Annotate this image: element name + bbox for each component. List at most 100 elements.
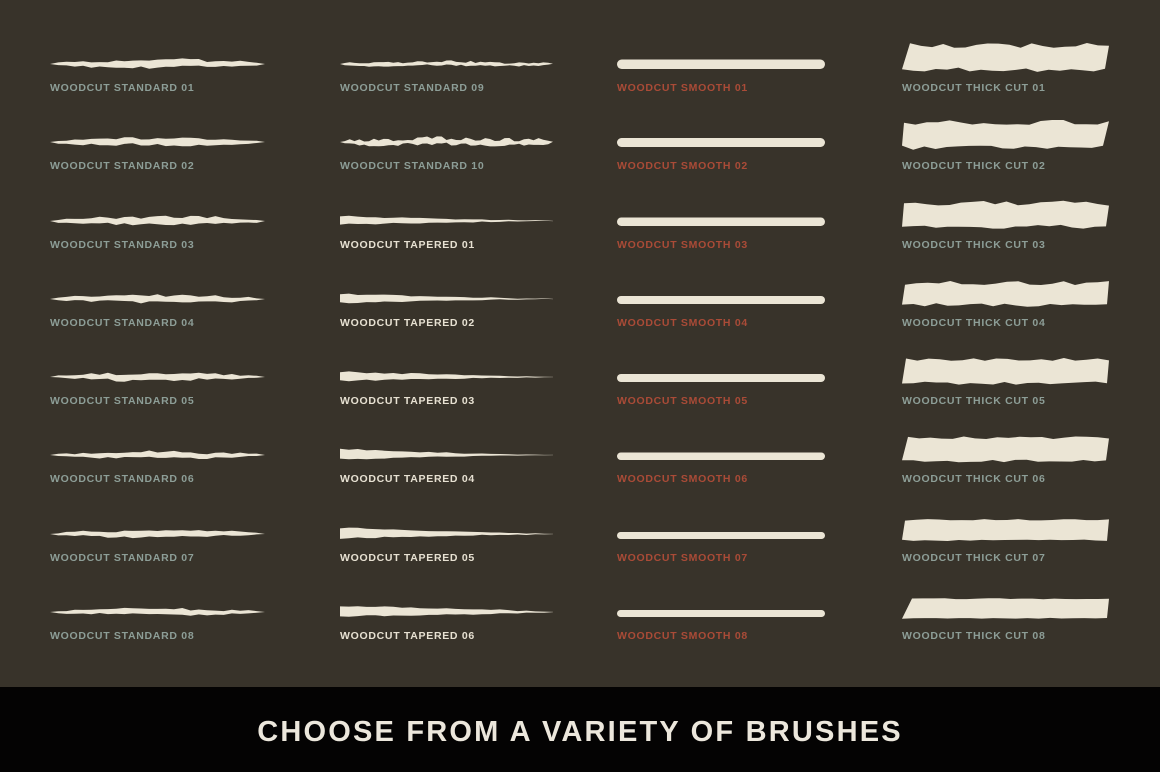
brush-label: WOODCUT TAPERED 05 (340, 551, 475, 564)
smooth-brush-stroke (617, 452, 825, 461)
smooth-brush-stroke (617, 610, 825, 618)
brush-item: WOODCUT STANDARD 06 (50, 417, 265, 495)
brush-label: WOODCUT STANDARD 02 (50, 160, 195, 173)
tapered-brush-stroke (340, 449, 553, 460)
brush-stroke-preview (50, 215, 265, 225)
standard-brush-stroke (50, 372, 265, 382)
brush-item: WOODCUT TAPERED 05 (340, 496, 553, 574)
tapered-brush-stroke (340, 527, 553, 539)
brush-item: WOODCUT SMOOTH 05 (617, 339, 825, 417)
brush-label: WOODCUT STANDARD 04 (50, 316, 195, 329)
brush-label: WOODCUT THICK CUT 01 (902, 82, 1046, 94)
brush-stroke-preview (902, 43, 1109, 72)
brush-item: WOODCUT THICK CUT 01 (902, 26, 1109, 104)
brush-item: WOODCUT THICK CUT 03 (902, 183, 1109, 261)
brush-column-woodcut-standard-a: WOODCUT STANDARD 01 WOODCUT STANDARD 02 WO… (50, 26, 265, 652)
brush-stroke-preview (902, 280, 1109, 307)
rough-brush-stroke (340, 60, 553, 67)
smooth-brush-stroke (617, 217, 825, 226)
brush-label: WOODCUT SMOOTH 02 (617, 160, 748, 173)
brush-stroke-preview (50, 137, 265, 147)
brush-stroke-preview (50, 529, 265, 538)
brush-stroke-preview (617, 374, 825, 383)
tapered-brush-stroke (340, 293, 553, 304)
brush-item: WOODCUT STANDARD 05 (50, 339, 265, 417)
banner-title: CHOOSE FROM A VARIETY OF BRUSHES (257, 716, 903, 748)
brush-label: WOODCUT STANDARD 03 (50, 238, 195, 251)
brush-stroke-preview (340, 60, 553, 67)
brush-stroke-preview (902, 518, 1109, 541)
brush-stroke-preview (617, 295, 825, 304)
brush-stroke-preview (50, 58, 265, 69)
brush-item: WOODCUT TAPERED 04 (340, 417, 553, 495)
brush-label: WOODCUT SMOOTH 04 (617, 316, 748, 329)
thick-brush-stroke (902, 358, 1109, 385)
brush-item: WOODCUT TAPERED 03 (340, 339, 553, 417)
brush-stroke-preview (617, 610, 825, 618)
thick-brush-stroke (902, 598, 1109, 619)
brush-item: WOODCUT THICK CUT 06 (902, 417, 1109, 495)
brush-label: WOODCUT STANDARD 10 (340, 160, 485, 173)
brush-item: WOODCUT STANDARD 02 (50, 104, 265, 182)
brush-label: WOODCUT STANDARD 05 (50, 395, 195, 408)
brush-stroke-preview (902, 120, 1109, 151)
brush-label: WOODCUT TAPERED 02 (340, 316, 475, 329)
brush-item: WOODCUT TAPERED 01 (340, 183, 553, 261)
smooth-brush-stroke (617, 531, 825, 539)
smooth-brush-stroke (617, 295, 825, 304)
brush-label: WOODCUT STANDARD 01 (50, 82, 195, 94)
brush-stroke-preview (340, 136, 553, 147)
brush-label: WOODCUT TAPERED 01 (340, 238, 475, 251)
thick-brush-stroke (902, 200, 1109, 229)
thick-brush-stroke (902, 280, 1109, 307)
brush-stroke-preview (340, 293, 553, 304)
rough-heavy-brush-stroke (340, 136, 553, 147)
brush-item: WOODCUT STANDARD 10 (340, 104, 553, 182)
tapered-brush-stroke (340, 215, 553, 225)
brush-stroke-preview (902, 358, 1109, 385)
brush-label: WOODCUT THICK CUT 02 (902, 160, 1046, 173)
brush-item: WOODCUT STANDARD 07 (50, 496, 265, 574)
brush-item: WOODCUT SMOOTH 02 (617, 104, 825, 182)
brush-item: WOODCUT STANDARD 01 (50, 26, 265, 104)
brush-item: WOODCUT SMOOTH 08 (617, 574, 825, 652)
brush-stroke-preview (340, 606, 553, 617)
brush-item: WOODCUT THICK CUT 02 (902, 104, 1109, 182)
thick-brush-stroke (902, 436, 1109, 463)
brush-stroke-preview (617, 59, 825, 69)
standard-brush-stroke (50, 137, 265, 147)
brush-label: WOODCUT STANDARD 09 (340, 82, 485, 94)
brush-stroke-preview (617, 452, 825, 461)
brush-item: WOODCUT SMOOTH 06 (617, 417, 825, 495)
brush-column-woodcut-standard-b-tapered: WOODCUT STANDARD 09 WOODCUT STANDARD 10 WO… (340, 26, 553, 652)
tapered-brush-stroke (340, 371, 553, 382)
brush-stroke-preview (340, 215, 553, 225)
thick-brush-stroke (902, 43, 1109, 72)
brush-item: WOODCUT SMOOTH 04 (617, 261, 825, 339)
smooth-brush-stroke (617, 59, 825, 69)
smooth-brush-stroke (617, 138, 825, 148)
brush-item: WOODCUT STANDARD 08 (50, 574, 265, 652)
thick-brush-stroke (902, 518, 1109, 541)
brush-item: WOODCUT TAPERED 06 (340, 574, 553, 652)
brush-label: WOODCUT SMOOTH 06 (617, 473, 748, 486)
brush-stroke-preview (340, 449, 553, 460)
brush-item: WOODCUT STANDARD 04 (50, 261, 265, 339)
standard-brush-stroke (50, 294, 265, 304)
standard-brush-stroke (50, 529, 265, 538)
brush-stroke-preview (50, 450, 265, 460)
brush-item: WOODCUT TAPERED 02 (340, 261, 553, 339)
smooth-brush-stroke (617, 374, 825, 383)
brush-label: WOODCUT SMOOTH 05 (617, 395, 748, 408)
standard-brush-stroke (50, 215, 265, 225)
brush-label: WOODCUT TAPERED 04 (340, 473, 475, 486)
brush-item: WOODCUT SMOOTH 03 (617, 183, 825, 261)
brush-label: WOODCUT THICK CUT 05 (902, 395, 1046, 408)
brush-stroke-preview (617, 217, 825, 226)
brush-item: WOODCUT STANDARD 03 (50, 183, 265, 261)
brush-label: WOODCUT THICK CUT 08 (902, 630, 1046, 643)
brush-column-woodcut-thick-cut: WOODCUT THICK CUT 01 WOODCUT THICK CUT 02… (902, 26, 1109, 652)
thick-brush-stroke (902, 120, 1109, 151)
brush-label: WOODCUT THICK CUT 04 (902, 316, 1046, 329)
